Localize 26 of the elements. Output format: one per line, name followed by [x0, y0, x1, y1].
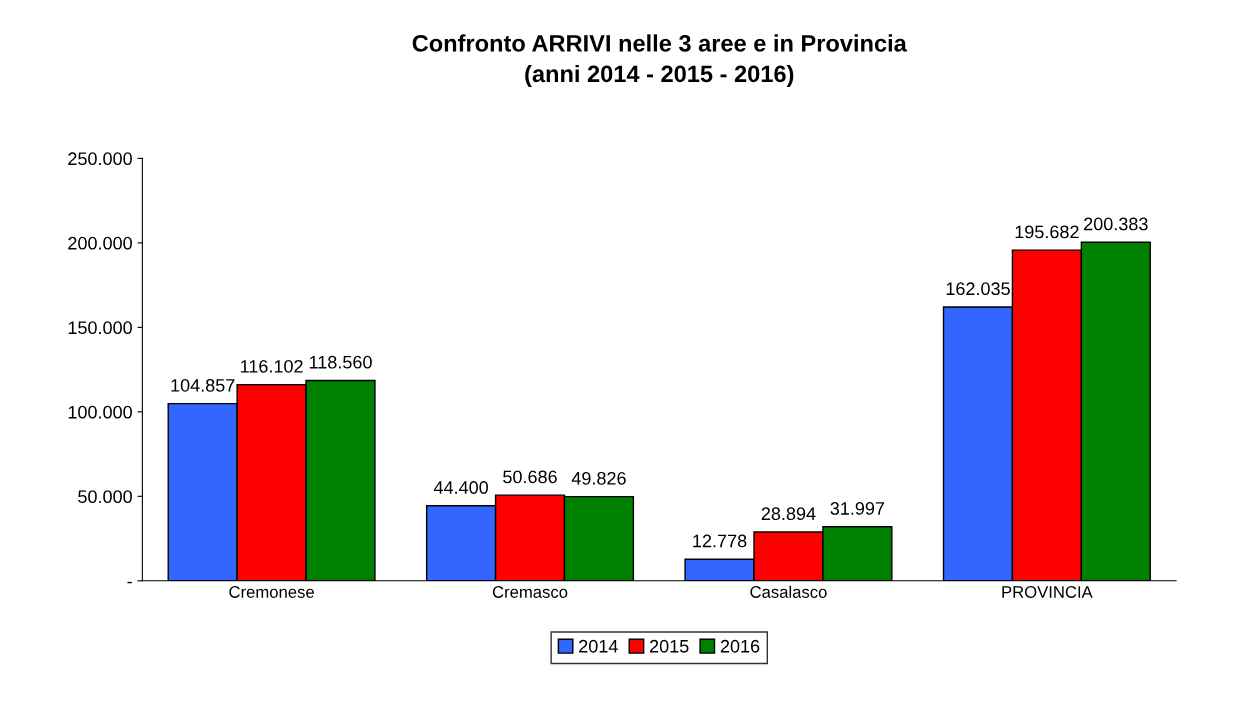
y-tick-label: 100.000: [68, 405, 132, 419]
data-label: 116.102: [241, 359, 303, 373]
x-tick-label: Cremasco: [492, 586, 568, 598]
x-tick-label: Cremonese: [229, 586, 314, 598]
data-label: 162.035: [946, 282, 1010, 296]
legend-label: 2016: [720, 639, 760, 653]
y-tick-label: 250.000: [68, 152, 132, 166]
data-label: 104.857: [171, 378, 235, 392]
data-label: 195.682: [1015, 225, 1079, 239]
data-label: 28.894: [761, 507, 816, 521]
data-label: 44.400: [433, 481, 489, 494]
y-tick-label: -: [127, 581, 132, 584]
y-tick-label: 200.000: [68, 236, 132, 250]
x-tick-label: Casalasco: [750, 585, 827, 598]
data-label: 49.826: [571, 471, 626, 485]
data-label: 118.560: [309, 355, 372, 369]
data-label: 50.686: [503, 470, 557, 484]
legend-label: 2014: [579, 639, 618, 653]
y-tick-label: 150.000: [68, 321, 132, 335]
chart-title: Confronto ARRIVI nelle 3 aree e in Provincia (anni 2014 - 2015 - 2016): [412, 34, 907, 87]
x-tick-label: PROVINCIA: [1002, 586, 1093, 598]
data-label: 12.778: [693, 534, 747, 548]
legend-label: 2015: [649, 639, 689, 653]
data-label: 31.997: [830, 502, 885, 515]
y-tick-label: 50.000: [78, 490, 132, 504]
data-label: 200.383: [1084, 217, 1148, 231]
